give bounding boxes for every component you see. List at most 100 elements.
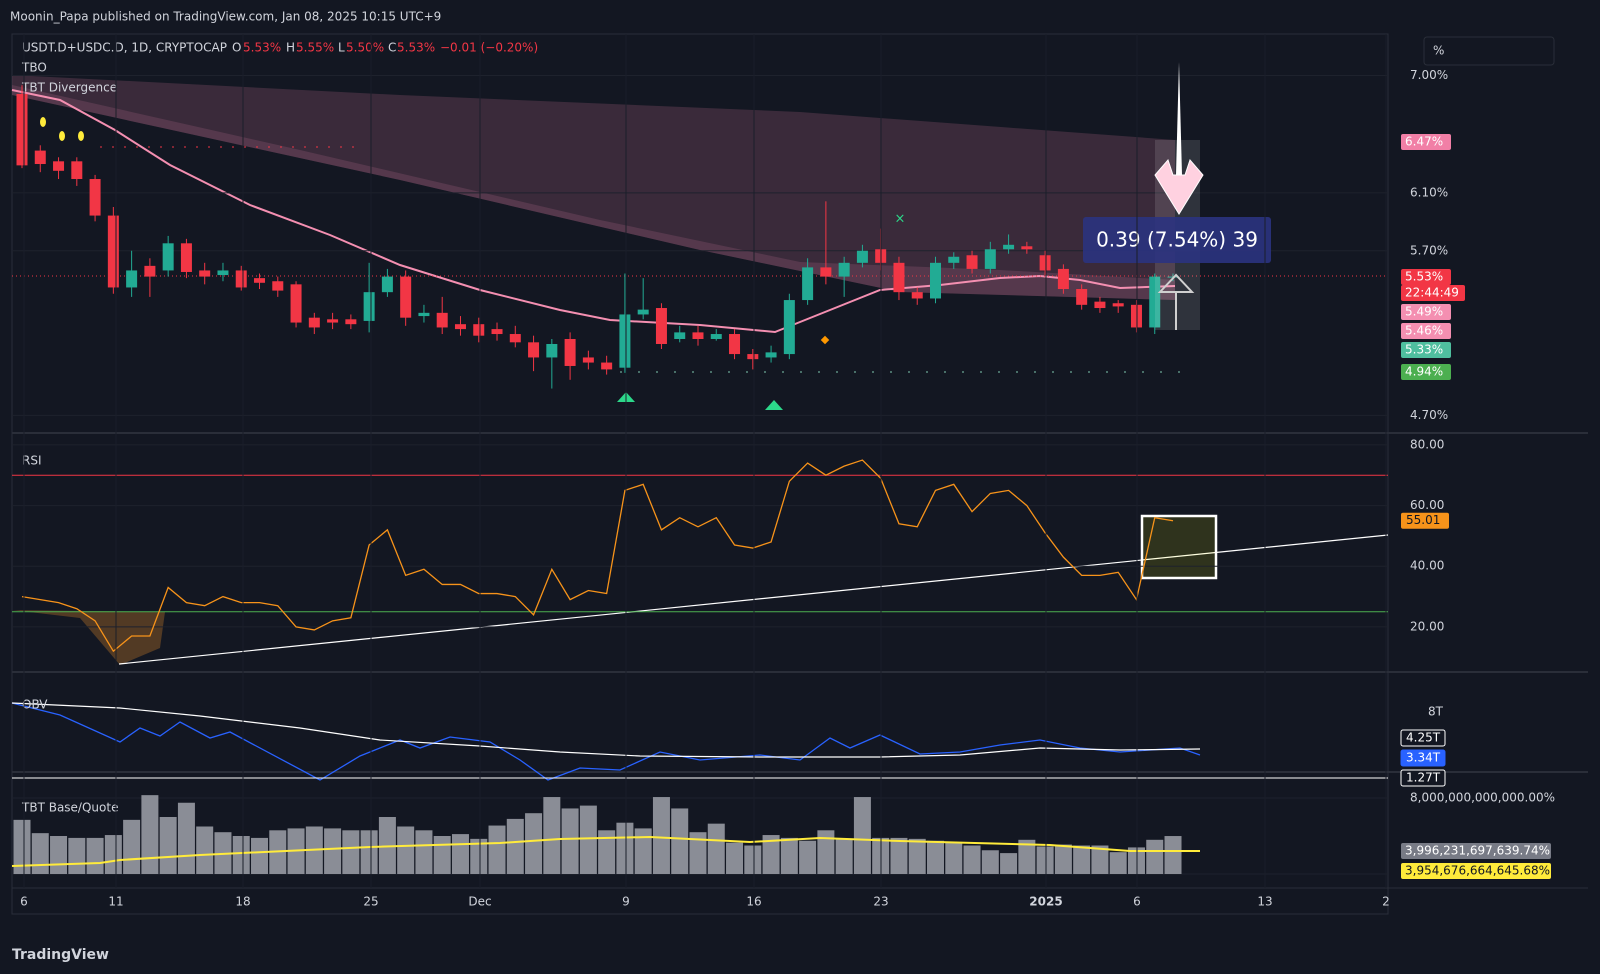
y-tick-label: 40.00 <box>1410 559 1444 573</box>
volume-bar <box>1000 853 1018 875</box>
candle-body <box>930 262 941 299</box>
x-tick-label: 11 <box>108 895 123 909</box>
price-badge <box>1401 364 1451 380</box>
volume-bar <box>652 797 670 875</box>
x-tick-label: 16 <box>746 895 761 909</box>
candle-body <box>345 319 357 325</box>
candle-body <box>619 314 631 368</box>
candle-body <box>327 319 339 323</box>
x-tick-label: 6 <box>20 895 28 909</box>
candle-body <box>911 292 923 299</box>
volume-bar <box>799 840 817 875</box>
candle-body <box>418 312 430 317</box>
moving-average <box>11 89 1176 334</box>
candle-body <box>217 270 229 276</box>
candle-body <box>162 243 174 271</box>
pane-title: OBV <box>22 698 48 712</box>
legend-c: 5.53% <box>397 41 435 55</box>
volume-bar <box>1018 839 1036 875</box>
volume-bar <box>744 845 762 875</box>
x-tick-label: 2 <box>1382 895 1390 909</box>
candle-body <box>582 357 594 363</box>
signal-diamond <box>820 335 830 345</box>
candle-body <box>783 300 795 355</box>
volume-bar <box>50 836 68 875</box>
legend-h: 5.55% <box>296 41 334 55</box>
candle-body <box>984 249 996 269</box>
obv-badge-label: 1.27T <box>1406 771 1441 785</box>
volume-bar <box>397 826 415 875</box>
volume-bar <box>853 797 871 875</box>
y-tick-label: 4.70% <box>1410 408 1448 422</box>
volume-bar <box>1091 845 1109 875</box>
buy-signal <box>765 400 783 410</box>
candle-body <box>710 334 722 339</box>
legend-o-label: O <box>232 41 241 55</box>
candle-body <box>1039 255 1051 271</box>
signal-cross: × <box>895 212 906 227</box>
candle-body <box>856 250 868 263</box>
rsi-oversold-fill <box>12 610 165 665</box>
volume-bar <box>689 832 707 875</box>
obv-badge <box>1400 729 1446 747</box>
rsi-highlight-box <box>1140 514 1218 580</box>
price-badge <box>1401 285 1465 301</box>
top-bar <box>0 0 1600 32</box>
volume-badge <box>1401 843 1551 859</box>
candle-body <box>546 343 558 358</box>
volume-bar <box>945 842 963 875</box>
price-badge-label: 5.53% <box>1405 270 1443 284</box>
volume-bar <box>981 850 999 875</box>
price-badge-label: 6.47% <box>1405 135 1443 149</box>
price-badge <box>1401 134 1451 150</box>
candle-body <box>948 256 960 263</box>
price-badge-label: 5.46% <box>1405 324 1443 338</box>
x-tick-label: 9 <box>622 895 630 909</box>
candle-body <box>180 243 192 272</box>
candle-body <box>53 161 65 171</box>
candle-body <box>1130 304 1142 328</box>
legend-l: 5.50% <box>346 41 384 55</box>
candle-body <box>637 309 649 315</box>
volume-bar <box>251 837 269 875</box>
volume-bar <box>579 805 597 875</box>
obv-badge <box>1400 769 1446 787</box>
volume-bar <box>1073 845 1091 875</box>
measure-label-box <box>1083 217 1271 263</box>
volume-bar <box>342 830 360 875</box>
indicator-label: TBO <box>21 61 47 75</box>
volume-bar <box>543 797 561 875</box>
volume-bar <box>86 837 104 875</box>
volume-bar <box>561 808 579 875</box>
candle-body <box>509 334 521 343</box>
x-tick-label: 23 <box>873 895 888 909</box>
unit-button-label[interactable]: % <box>1433 44 1444 58</box>
x-tick-label: 25 <box>363 895 378 909</box>
volume-bar <box>1127 847 1145 875</box>
publish-line: Moonin_Papa published on TradingView.com… <box>10 10 441 24</box>
obv-badge-label: 3.34T <box>1406 751 1441 765</box>
volume-bar <box>196 826 214 875</box>
volume-bar <box>488 825 506 875</box>
price-badge-label: 22:44:49 <box>1405 286 1459 300</box>
candle-body <box>454 324 466 330</box>
candle-body <box>235 270 247 288</box>
x-tick-label: 13 <box>1257 895 1272 909</box>
volume-bar <box>177 802 195 875</box>
y-tick-label: 8,000,000,000,000.00% <box>1410 790 1555 804</box>
volume-bar <box>780 837 798 875</box>
pane-title: TBT Base/Quote <box>21 801 118 815</box>
x-tick-label: 6 <box>1133 895 1141 909</box>
candle-body <box>655 308 667 344</box>
y-tick-label: 6.10% <box>1410 185 1448 199</box>
volume-bar <box>141 795 159 875</box>
volume-bar <box>13 819 31 875</box>
candle-body <box>71 161 83 180</box>
volume-bar <box>890 837 908 875</box>
indicator-label: TBT Divergence <box>21 81 117 95</box>
unit-button[interactable] <box>1423 36 1555 66</box>
y-tick-label: 20.00 <box>1410 619 1444 633</box>
obv-badge-label: 4.25T <box>1406 731 1441 745</box>
x-tick-label: 2025 <box>1029 895 1062 909</box>
volume-bar <box>525 813 543 875</box>
